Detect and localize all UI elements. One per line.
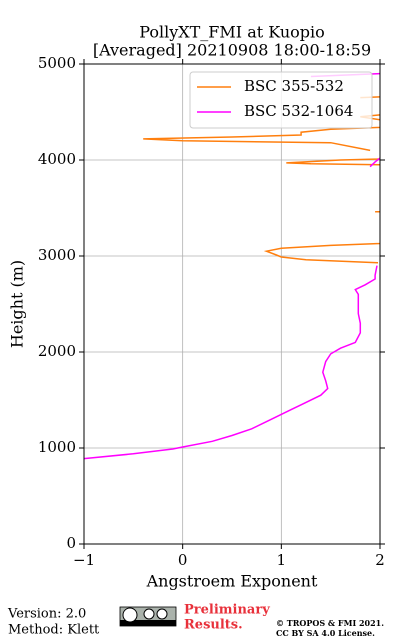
chart-subtitle: [Averaged] 20210908 18:00-18:59 [93, 41, 371, 60]
y-tick-label: 0 [66, 534, 76, 552]
x-tick-label: −1 [73, 551, 95, 569]
legend-label: BSC 355-532 [244, 77, 344, 95]
footer-version: Version: 2.0 [7, 607, 86, 622]
legend: BSC 355-532 BSC 532-1064 [197, 77, 353, 120]
legend-label: BSC 532-1064 [244, 102, 353, 120]
cc-logo [119, 606, 177, 627]
x-tick-label: 2 [375, 551, 385, 569]
y-axis-label: Height (m) [8, 260, 27, 348]
preliminary: Results. [184, 618, 243, 633]
y-tick-label: 4000 [38, 150, 76, 168]
legend-box [189, 71, 373, 129]
plot-area [84, 72, 380, 460]
preliminary: Preliminary [184, 603, 270, 618]
data-line [143, 96, 380, 264]
x-tick-label: 1 [277, 551, 287, 569]
plot-frame [83, 63, 381, 545]
copyright: © TROPOS & FMI 2021. [276, 618, 384, 628]
grid [83, 63, 381, 545]
x-axis-label: Angstroem Exponent [146, 572, 318, 591]
y-tick-label: 2000 [38, 342, 76, 360]
x-tick-label: 0 [178, 551, 188, 569]
data-line [84, 72, 380, 460]
y-tick-label: 5000 [38, 54, 76, 72]
y-tick-label: 3000 [38, 246, 76, 264]
footer-method: Method: Klett [8, 623, 100, 638]
copyright: CC BY SA 4.0 License. [276, 628, 375, 638]
chart-title: PollyXT_FMI at Kuopio [139, 23, 325, 42]
y-tick-label: 1000 [38, 438, 76, 456]
